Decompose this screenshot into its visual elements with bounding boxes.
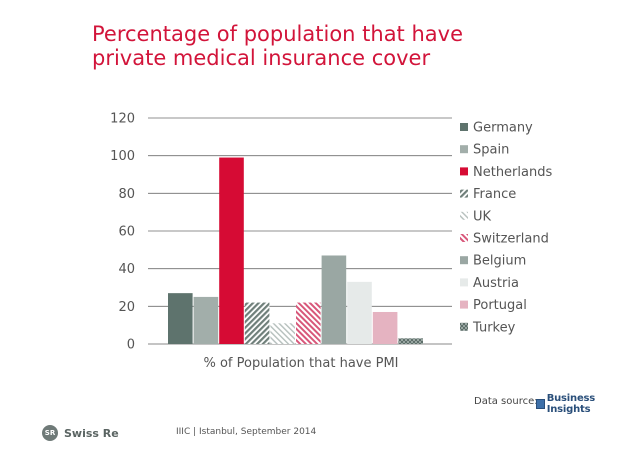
- data-source-label: Data source:: [474, 396, 538, 407]
- y-tick-label: 40: [118, 262, 135, 277]
- legend-swatch-netherlands: [460, 167, 468, 176]
- bars: [168, 157, 423, 344]
- business-insights-logo-icon: [536, 399, 545, 409]
- legend-label-austria: Austria: [473, 276, 519, 291]
- y-tick-label: 120: [110, 112, 135, 127]
- legend-swatch-switzerland: [460, 234, 468, 242]
- x-axis: % of Population that have PMI: [203, 356, 398, 371]
- legend-swatch-france: [460, 189, 468, 198]
- bar-portugal: [372, 311, 398, 344]
- legend-label-spain: Spain: [473, 143, 509, 158]
- legend: Germany Spain Netherlands France UK Switzerla…: [460, 121, 552, 335]
- bar-austria: [347, 281, 372, 344]
- bar-turkey: [398, 338, 423, 344]
- legend-label-belgium: Belgium: [473, 254, 526, 269]
- bar-switzerland: [296, 302, 321, 344]
- legend-label-germany: Germany: [473, 121, 533, 136]
- business-insights-logo-text: Business Insights: [546, 393, 596, 415]
- legend-swatch-portugal: [460, 300, 468, 309]
- bar-belgium: [321, 255, 347, 344]
- y-tick-label: 0: [127, 338, 135, 353]
- business-insights-logo: Business Insights: [536, 393, 638, 415]
- legend-swatch-uk: [460, 211, 468, 220]
- swiss-re-logo: SR Swiss Re: [42, 425, 119, 441]
- chart-title: Percentage of population that have priva…: [92, 22, 463, 70]
- legend-label-portugal: Portugal: [473, 298, 527, 313]
- legend-label-uk: UK: [473, 209, 492, 224]
- footer-note: IIIC | Istanbul, September 2014: [176, 427, 317, 437]
- x-axis-category-label: % of Population that have PMI: [203, 356, 398, 371]
- bar-uk: [270, 323, 295, 344]
- y-tick-label: 80: [118, 187, 135, 202]
- legend-swatch-belgium: [460, 256, 468, 265]
- legend-label-france: France: [473, 187, 516, 202]
- legend-swatch-austria: [460, 278, 468, 287]
- legend-swatch-germany: [460, 123, 468, 131]
- bar-germany: [168, 293, 193, 344]
- legend-label-turkey: Turkey: [472, 320, 516, 335]
- bar-spain: [193, 296, 219, 344]
- bar-netherlands: [219, 157, 244, 344]
- legend-label-switzerland: Switzerland: [473, 232, 549, 247]
- y-tick-label: 100: [110, 149, 135, 164]
- y-tick-label: 60: [118, 225, 135, 240]
- legend-swatch-turkey: [460, 322, 468, 331]
- legend-swatch-spain: [460, 145, 468, 154]
- y-axis-ticks: 0 20 40 60 80 100 120: [110, 112, 135, 353]
- swiss-re-brand-name: Swiss Re: [64, 426, 119, 440]
- bar-france: [244, 302, 270, 344]
- y-tick-label: 20: [118, 300, 135, 315]
- swiss-re-logo-icon: SR: [42, 425, 58, 441]
- legend-label-netherlands: Netherlands: [473, 165, 552, 180]
